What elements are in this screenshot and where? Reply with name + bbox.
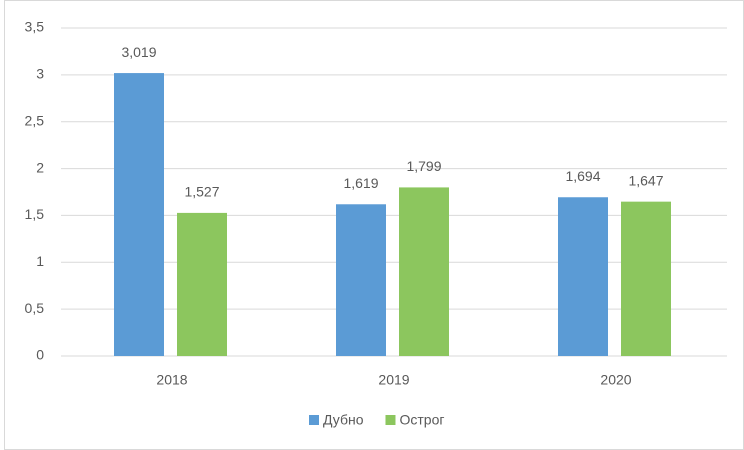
bar <box>399 187 449 356</box>
y-tick-label: 1,5 <box>25 206 45 222</box>
y-tick-label: 1 <box>36 253 44 269</box>
data-label: 1,694 <box>565 168 600 184</box>
bar <box>621 201 671 356</box>
x-tick-label: 2019 <box>378 372 409 388</box>
legend-swatch <box>385 415 396 425</box>
y-tick-label: 2 <box>36 159 44 175</box>
bar <box>558 197 608 356</box>
y-tick-label: 0 <box>36 347 44 363</box>
y-tick-label: 0,5 <box>25 300 45 316</box>
data-label: 1,619 <box>343 175 378 191</box>
data-label: 1,799 <box>406 158 441 174</box>
y-tick-label: 2,5 <box>25 112 45 128</box>
legend-label: Острог <box>399 412 444 428</box>
y-tick-label: 3,5 <box>25 19 45 35</box>
bar <box>336 204 386 356</box>
bar <box>177 212 227 356</box>
data-label: 1,527 <box>184 184 219 200</box>
data-label: 3,019 <box>121 44 156 60</box>
x-tick-label: 2020 <box>600 372 631 388</box>
legend-label: Дубно <box>323 412 364 428</box>
data-label: 1,647 <box>628 172 663 188</box>
y-tick-label: 3 <box>36 66 44 82</box>
x-tick-label: 2018 <box>156 372 187 388</box>
legend-swatch <box>309 415 319 425</box>
bar <box>114 73 164 356</box>
